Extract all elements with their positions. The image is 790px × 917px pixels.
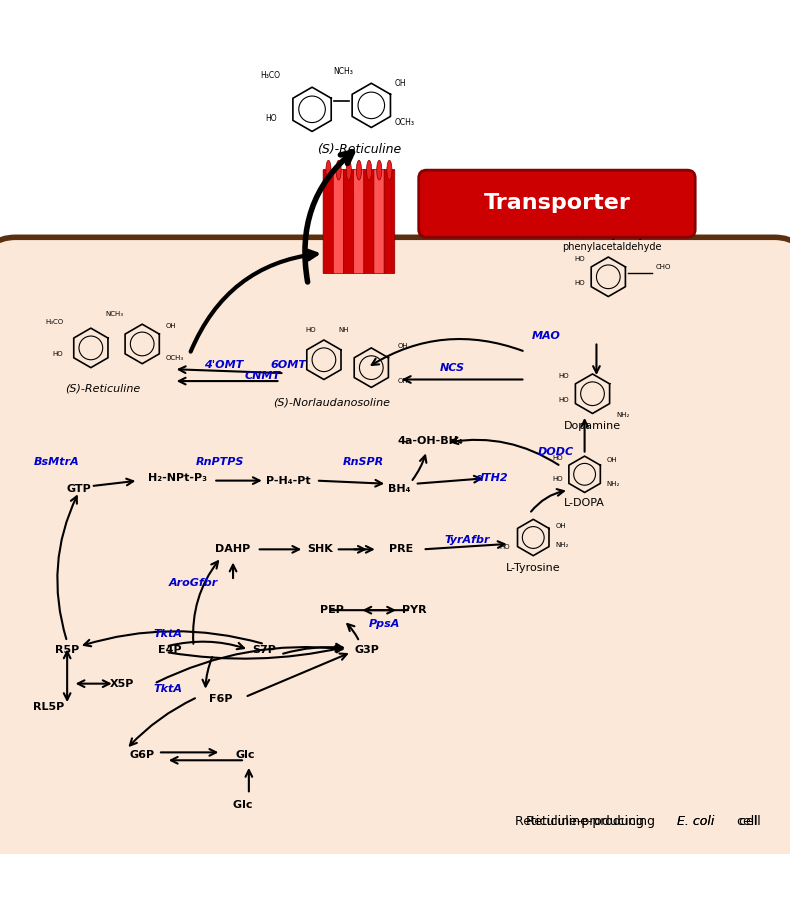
Text: P-H₄-Pt: P-H₄-Pt [266,476,310,486]
Text: L-Tyrosine: L-Tyrosine [506,563,561,573]
Ellipse shape [346,160,352,180]
Text: HO: HO [306,327,316,333]
Text: H₂-NPt-P₃: H₂-NPt-P₃ [149,473,207,483]
Text: R5P: R5P [55,645,79,655]
FancyBboxPatch shape [384,170,395,273]
Text: HO: HO [574,280,585,286]
Text: OCH₃: OCH₃ [166,355,184,360]
Text: Transporter: Transporter [483,193,630,214]
Ellipse shape [336,160,341,180]
Text: PRE: PRE [389,545,413,555]
Text: dTH2: dTH2 [476,473,509,483]
Text: NCS: NCS [439,363,465,373]
Text: GTP: GTP [66,483,92,493]
Text: G3P: G3P [355,645,380,655]
Text: cell: cell [736,815,758,828]
Text: RnSPR: RnSPR [343,457,384,467]
Text: Dopamine: Dopamine [564,421,621,431]
Text: HO: HO [499,545,510,550]
Text: TktA: TktA [154,629,182,639]
Text: NH₂: NH₂ [555,542,569,548]
Text: HO: HO [53,351,63,357]
FancyBboxPatch shape [374,170,385,273]
Ellipse shape [367,160,371,180]
FancyBboxPatch shape [363,170,374,273]
Text: BsMtrA: BsMtrA [34,457,80,467]
Text: F6P: F6P [209,694,233,704]
Text: OH: OH [397,343,408,348]
Text: TktA: TktA [154,684,182,694]
FancyBboxPatch shape [323,170,334,273]
Text: 4a-OH-BH₄: 4a-OH-BH₄ [397,436,464,446]
Text: HO: HO [553,455,563,461]
Text: (S)-Reticuline: (S)-Reticuline [65,383,141,393]
Text: L-DOPA: L-DOPA [564,498,605,508]
Text: Glc: Glc [235,750,254,760]
Text: Glc: Glc [233,800,257,810]
Text: DODC: DODC [537,447,574,458]
Text: RL5P: RL5P [33,702,65,713]
Text: SHK: SHK [307,545,333,555]
Text: PEP: PEP [320,605,344,615]
Ellipse shape [387,160,392,180]
FancyBboxPatch shape [0,238,790,869]
Text: AroGfbr: AroGfbr [169,579,218,589]
Text: MAO: MAO [532,331,561,341]
Ellipse shape [326,160,331,180]
Text: BH₄: BH₄ [388,483,410,493]
Text: 4'OMT: 4'OMT [204,360,243,370]
Text: HO: HO [559,373,569,379]
Text: HO: HO [553,476,563,481]
Text: cell: cell [735,815,761,828]
FancyBboxPatch shape [344,170,354,273]
Text: (S)-Reticuline: (S)-Reticuline [318,142,401,156]
Text: TyrAfbr: TyrAfbr [445,535,491,545]
Text: OCH₃: OCH₃ [395,118,415,127]
Text: OH: OH [395,79,407,88]
Text: Reticuline-producing: Reticuline-producing [526,815,659,828]
Text: E. coli: E. coli [676,815,714,828]
Ellipse shape [356,160,362,180]
Text: 6OMT: 6OMT [270,360,307,370]
Text: NH₂: NH₂ [607,481,620,487]
Text: CNMT: CNMT [245,370,281,381]
Ellipse shape [377,160,382,180]
Text: NH: NH [338,327,349,333]
Text: OH: OH [555,523,566,529]
Text: 3,4-Dihydroxy-
phenylacetaldehyde: 3,4-Dihydroxy- phenylacetaldehyde [562,230,662,251]
Text: PpsA: PpsA [369,619,401,629]
Text: HO: HO [265,115,276,123]
Text: DAHP: DAHP [216,545,250,555]
Text: S7P: S7P [253,645,276,655]
Text: E4P: E4P [158,645,182,655]
Text: OH: OH [397,379,408,384]
Text: OH: OH [166,323,176,329]
FancyBboxPatch shape [354,170,364,273]
Text: H₃CO: H₃CO [45,319,63,326]
FancyBboxPatch shape [419,171,695,238]
FancyBboxPatch shape [333,170,344,273]
Text: E. coli: E. coli [676,815,714,828]
Text: NCH₃: NCH₃ [333,67,354,76]
Text: HO: HO [574,256,585,262]
Text: (S)-Norlaudanosoline: (S)-Norlaudanosoline [273,398,390,408]
Text: NH₂: NH₂ [616,413,630,418]
Text: NCH₃: NCH₃ [106,311,123,317]
Text: HO: HO [559,397,569,403]
Text: OH: OH [607,458,617,463]
Text: RnPTPS: RnPTPS [195,457,244,467]
Text: G6P: G6P [130,750,155,760]
Text: H₃CO: H₃CO [261,71,280,80]
Text: PYR: PYR [402,605,427,615]
Text: X5P: X5P [111,679,134,689]
Text: Reticuline-producing: Reticuline-producing [515,815,648,828]
Text: CHO: CHO [656,264,671,270]
